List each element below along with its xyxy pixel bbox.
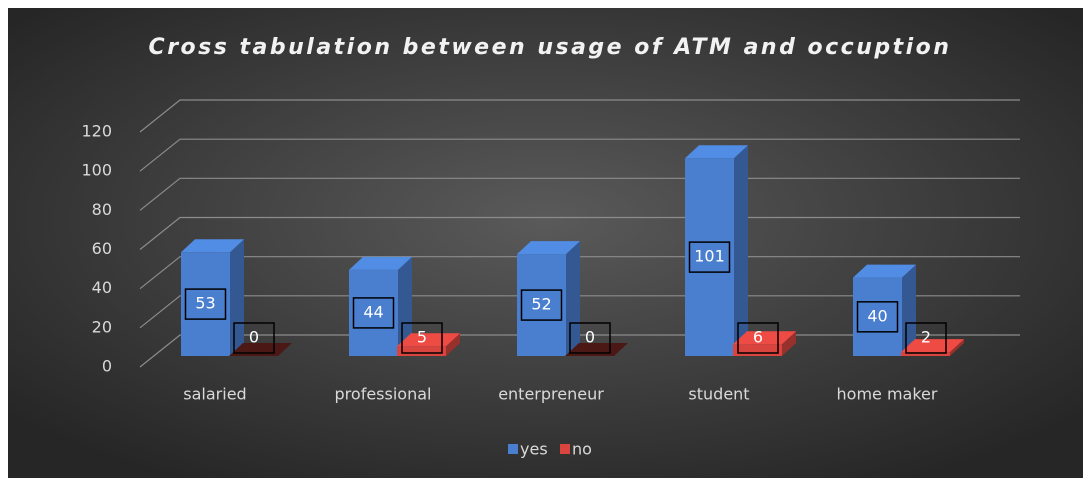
y-tick-label: 20 — [92, 317, 112, 336]
bar-face — [853, 277, 902, 356]
bar — [349, 256, 412, 356]
x-tick-label: salaried — [183, 385, 246, 404]
data-label-box — [569, 322, 611, 354]
y-tick-label: 120 — [81, 122, 112, 141]
data-label-box — [905, 322, 947, 354]
legend-label: no — [572, 440, 592, 459]
data-label-box — [184, 288, 227, 320]
bar-face — [181, 252, 230, 356]
bar-face — [517, 254, 566, 356]
bar-face — [349, 256, 412, 270]
bar-face — [734, 145, 748, 356]
data-label-box — [401, 322, 443, 354]
bar-face — [853, 264, 916, 278]
bar-face — [950, 339, 964, 356]
bar-face — [349, 269, 398, 356]
data-label-box — [233, 322, 275, 354]
data-label: 0 — [249, 328, 259, 347]
data-label: 53 — [195, 294, 215, 313]
grid-line — [139, 138, 1020, 172]
data-label: 101 — [694, 247, 725, 266]
y-tick-label: 60 — [92, 239, 112, 258]
y-tick-label: 40 — [92, 278, 112, 297]
bar-face — [733, 331, 796, 345]
bar-face — [901, 339, 964, 353]
bar-face — [517, 241, 580, 255]
data-label-box — [520, 289, 563, 321]
data-label-box — [737, 322, 779, 354]
y-tick-label: 100 — [81, 161, 112, 180]
data-label: 0 — [585, 328, 595, 347]
legend-swatch — [560, 444, 570, 454]
data-label-box — [352, 297, 395, 329]
bar-face — [685, 158, 734, 356]
bar-face — [566, 241, 580, 356]
x-tick-label: professional — [335, 385, 432, 404]
y-tick-label: 0 — [102, 357, 112, 376]
legend-swatch — [508, 444, 518, 454]
x-tick-label: student — [688, 385, 749, 404]
grid-line — [139, 99, 1020, 133]
bar-face — [782, 331, 796, 356]
chart-title: Cross tabulation between usage of ATM an… — [149, 35, 952, 60]
legend-label: yes — [520, 440, 548, 459]
data-label: 2 — [921, 328, 931, 347]
x-tick-label: enterpreneur — [498, 385, 604, 404]
data-label: 44 — [363, 302, 383, 321]
data-label: 40 — [867, 306, 887, 325]
x-tick-label: home maker — [837, 385, 938, 404]
data-label: 5 — [417, 328, 427, 347]
bar-face — [685, 145, 748, 159]
data-label: 6 — [753, 328, 763, 347]
bar-face — [446, 333, 460, 356]
bar-face — [230, 239, 244, 356]
data-label-box — [856, 301, 899, 333]
bar-face — [397, 346, 446, 356]
bar-face — [397, 333, 460, 347]
bar-face — [181, 239, 244, 253]
y-tick-label: 80 — [92, 200, 112, 219]
bar — [685, 145, 748, 356]
data-label-box — [688, 241, 731, 273]
data-label: 52 — [531, 295, 551, 314]
